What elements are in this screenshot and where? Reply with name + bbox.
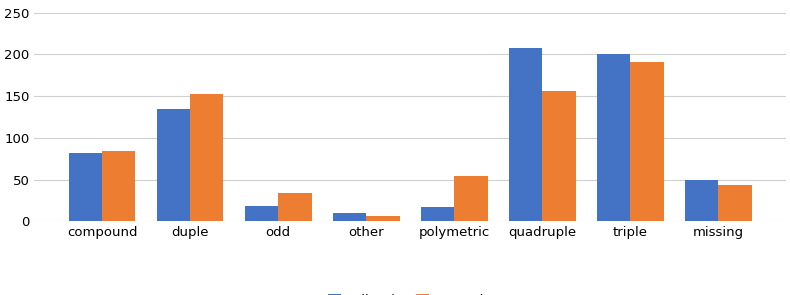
Bar <box>421 207 454 221</box>
Bar <box>542 91 576 221</box>
Bar <box>366 216 400 221</box>
Bar <box>596 54 630 221</box>
Bar <box>278 193 311 221</box>
Bar <box>630 62 664 221</box>
Bar <box>333 213 366 221</box>
Bar <box>718 184 751 221</box>
Bar <box>685 179 718 221</box>
Bar <box>245 206 278 221</box>
Legend: Full Unit, Example: Full Unit, Example <box>322 289 498 295</box>
Bar <box>190 94 224 221</box>
Bar <box>156 109 190 221</box>
Bar <box>454 176 487 221</box>
Bar <box>102 151 135 221</box>
Bar <box>69 153 102 221</box>
Bar <box>509 47 542 221</box>
